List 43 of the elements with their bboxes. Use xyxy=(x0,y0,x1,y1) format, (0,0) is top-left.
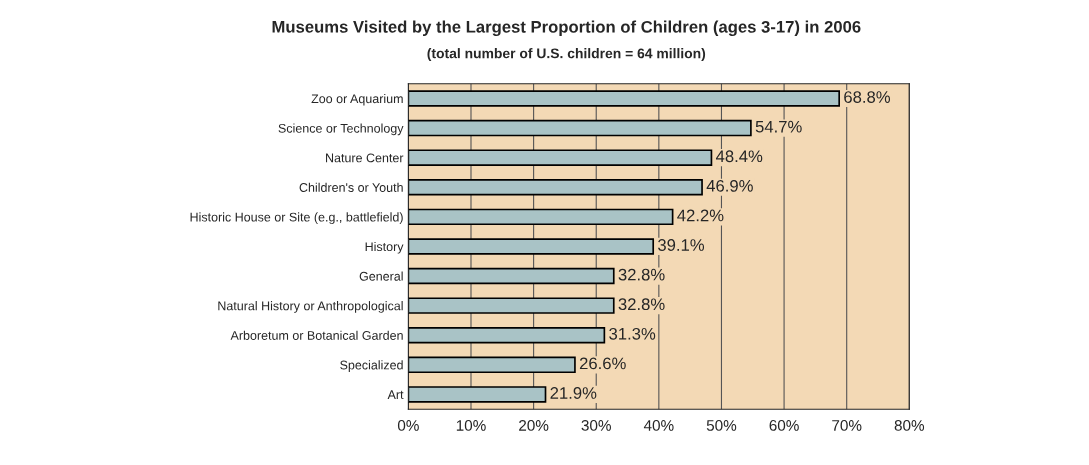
data-label: 48.4% xyxy=(715,150,763,163)
x-tick-label: 40% xyxy=(643,420,674,431)
data-label: 32.8% xyxy=(618,298,665,311)
y-tick-label: Art xyxy=(387,390,404,400)
bar xyxy=(408,297,615,314)
x-tick-label: 70% xyxy=(832,420,862,431)
y-tick-label: General xyxy=(359,271,403,281)
data-label: 39.1% xyxy=(658,239,705,251)
x-tick-label: 50% xyxy=(706,420,737,431)
y-tick-label: History xyxy=(365,241,404,254)
x-tick-label: 60% xyxy=(769,420,799,431)
y-tick-label: Arboretum or Botanical Garden xyxy=(230,330,403,340)
bar xyxy=(408,267,615,285)
data-label: 31.3% xyxy=(609,327,656,340)
bar xyxy=(408,238,655,255)
x-tick-label: 20% xyxy=(519,420,549,431)
bar xyxy=(408,386,547,403)
y-tick-label: Nature Center xyxy=(326,153,404,163)
data-label: 26.6% xyxy=(579,357,626,370)
bar xyxy=(408,149,713,166)
x-tick-label: 10% xyxy=(456,420,486,431)
y-tick-label: Natural History or Anthropological xyxy=(218,301,403,313)
data-label: 21.9% xyxy=(550,387,597,399)
chart-subtitle: (total number of U.S. children = 64 million) xyxy=(427,48,706,62)
x-tick-label: 30% xyxy=(581,420,611,431)
y-tick-label: Science or Technology xyxy=(278,123,404,136)
data-label: 32.8% xyxy=(618,268,665,281)
y-tick-label: Historic House or Site (e.g., battlefield) xyxy=(190,212,403,224)
bar xyxy=(408,119,752,137)
x-tick-label: 80% xyxy=(894,420,925,431)
chart-title: Museums Visited by the Largest Proportion of Children (ages 3-17) in 2006 xyxy=(272,20,861,37)
y-tick-label: Children's or Youth xyxy=(299,182,403,192)
y-tick-label: Specialized xyxy=(340,360,403,372)
bar xyxy=(408,356,576,374)
data-label: 46.9% xyxy=(706,179,753,192)
y-tick-label: Zoo or Aquarium xyxy=(311,93,403,106)
bar xyxy=(408,208,674,226)
data-label: 42.2% xyxy=(677,209,724,222)
data-label: 68.8% xyxy=(844,91,891,103)
data-label: 54.7% xyxy=(755,120,802,133)
bar xyxy=(408,90,841,107)
bar xyxy=(408,179,703,196)
x-tick-label: 0% xyxy=(397,420,419,431)
